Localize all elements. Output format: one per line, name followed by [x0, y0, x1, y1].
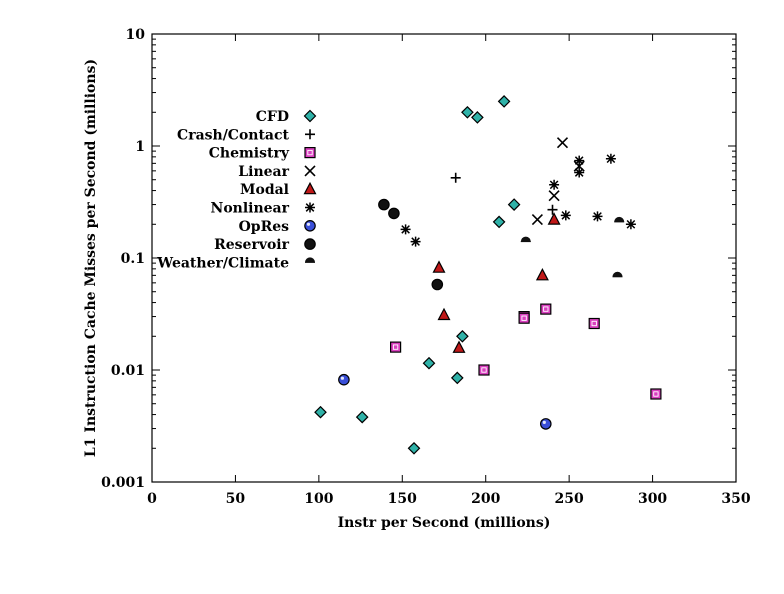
data-point — [588, 317, 600, 330]
data-point — [614, 216, 625, 223]
legend-marker — [304, 238, 316, 250]
legend-label: Nonlinear — [211, 201, 290, 217]
legend-label: Modal — [240, 182, 289, 198]
legend-label: Weather/Climate — [156, 255, 289, 271]
data-point — [535, 268, 549, 281]
data-point — [478, 364, 490, 376]
data-point — [461, 105, 474, 119]
data-point — [650, 388, 662, 400]
legend-marker — [305, 257, 315, 263]
data-point — [355, 410, 369, 424]
legend-label: Linear — [238, 164, 289, 180]
data-point — [407, 441, 421, 455]
data-point — [492, 215, 506, 229]
data-point — [410, 236, 421, 247]
data-point — [556, 137, 569, 149]
legend-label: CFD — [256, 109, 289, 125]
data-point — [540, 303, 552, 315]
legend-label: OpRes — [239, 219, 290, 235]
data-point — [574, 167, 585, 178]
x-tick-label: 50 — [226, 491, 246, 507]
x-tick-label: 250 — [555, 491, 584, 507]
y-tick-label: 1 — [135, 139, 145, 155]
data-point — [400, 224, 411, 235]
legend: CFD Crash/Contact Chemistry Linear Modal Nonl… — [156, 109, 317, 271]
legend-marker — [303, 181, 317, 195]
data-point — [539, 418, 552, 430]
data-point — [388, 207, 400, 220]
x-tick-label: 200 — [471, 491, 500, 507]
data-point — [520, 236, 531, 243]
data-point — [531, 214, 543, 226]
data-point — [390, 341, 402, 353]
y-axis-label: L1 Instruction Cache Misses per Second (… — [83, 59, 99, 457]
data-point — [431, 278, 444, 291]
data-point — [560, 210, 571, 221]
data-point — [314, 405, 327, 419]
legend-label: Crash/Contact — [177, 127, 289, 143]
x-tick-label: 0 — [147, 491, 157, 507]
data-point — [378, 198, 390, 211]
y-tick-label: 0.001 — [101, 475, 145, 491]
data-point — [605, 153, 616, 164]
data-point — [547, 212, 561, 225]
data-point — [574, 155, 585, 166]
y-tick-label: 10 — [126, 27, 146, 43]
x-axis-label: Instr per Second (millions) — [338, 515, 551, 531]
data-point — [422, 356, 436, 370]
data-point — [507, 198, 521, 211]
legend-marker — [305, 202, 315, 213]
x-tick-label: 300 — [638, 491, 667, 507]
axis-tick-labels: 0 50 100 150 200 250 300 350 0.001 0.01 0.1 1 10 — [101, 27, 751, 507]
data-point — [450, 371, 464, 385]
data-point — [518, 312, 530, 324]
data-point — [456, 329, 469, 343]
data-point — [497, 95, 511, 108]
data-point — [338, 373, 350, 386]
data-point — [625, 219, 636, 230]
legend-marker — [303, 109, 317, 123]
x-tick-label: 350 — [721, 491, 750, 507]
x-tick-label: 100 — [304, 491, 333, 507]
x-tick-label: 150 — [388, 491, 417, 507]
legend-marker — [304, 220, 316, 232]
legend-marker — [304, 165, 316, 177]
legend-marker — [304, 147, 316, 159]
data-point — [548, 190, 560, 202]
y-tick-label: 0.1 — [121, 251, 145, 267]
legend-label: Reservoir — [214, 237, 289, 253]
data-point — [437, 307, 451, 321]
data-point — [452, 340, 466, 353]
legend-marker — [305, 129, 315, 140]
axis-ticks — [151, 33, 737, 483]
data-point — [549, 179, 560, 190]
data-point — [471, 111, 484, 124]
data-points — [314, 95, 662, 455]
data-point — [547, 204, 558, 215]
data-point — [432, 260, 446, 273]
legend-label: Chemistry — [209, 146, 290, 162]
data-point — [592, 211, 603, 222]
data-point — [450, 172, 461, 183]
data-point — [612, 271, 623, 278]
y-tick-label: 0.01 — [111, 363, 145, 379]
